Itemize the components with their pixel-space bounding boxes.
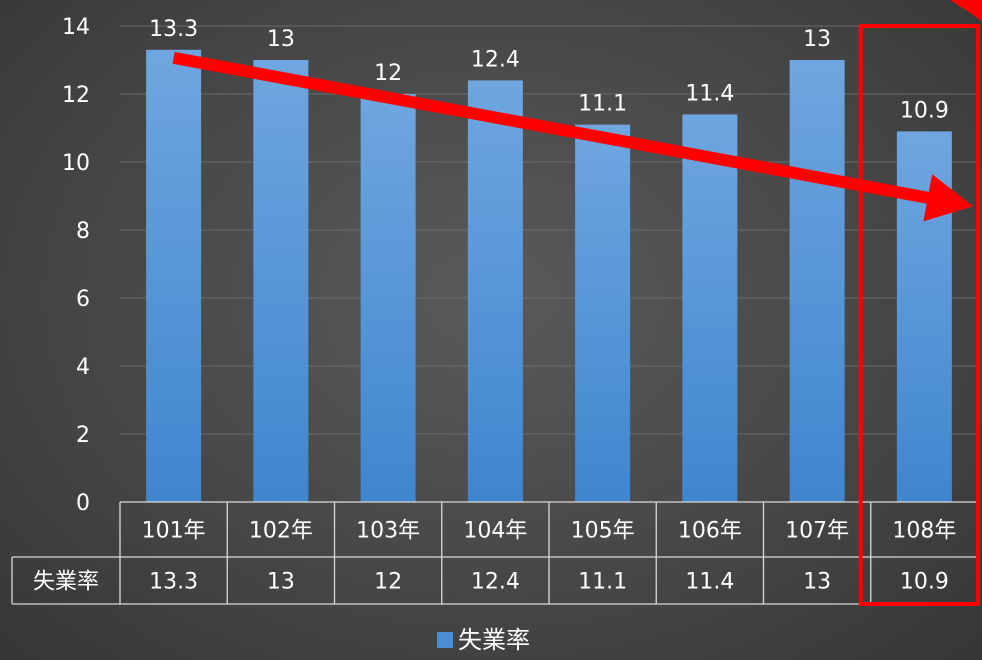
y-tick-label: 2 (76, 423, 90, 448)
bars (146, 49, 952, 503)
data-label: 10.9 (900, 98, 949, 123)
y-tick-label: 12 (62, 83, 90, 108)
x-category-label: 104年 (463, 519, 527, 544)
data-labels: 13.3 13 12 12.4 11.1 11.4 13 10.9 (149, 17, 949, 124)
data-label: 12 (374, 61, 402, 86)
x-category-label: 108年 (892, 519, 956, 544)
legend-swatch (437, 632, 453, 648)
table-value: 10.9 (900, 570, 949, 595)
gridlines (120, 25, 978, 435)
y-tick-label: 10 (62, 151, 90, 176)
trend-arrow (172, 51, 973, 222)
data-label: 13.3 (149, 17, 198, 42)
y-tick-label: 0 (76, 491, 90, 516)
data-label: 13 (803, 27, 831, 52)
data-label: 13 (267, 27, 295, 52)
y-tick-label: 4 (76, 355, 90, 380)
data-table: 101年 13.3 102年 13 103年 12 104年 12.4 105年 11.1 106年… (11, 501, 979, 605)
bar (253, 60, 309, 502)
corner-mark (950, 0, 982, 22)
legend: 失業率 (437, 626, 530, 654)
table-value: 13 (267, 570, 295, 595)
table-value: 11.4 (685, 570, 734, 595)
x-category-label: 103年 (356, 519, 420, 544)
table-row-label: 失業率 (33, 570, 99, 595)
x-category-label: 102年 (249, 519, 313, 544)
table-value: 13.3 (149, 570, 198, 595)
bar (467, 80, 523, 503)
y-tick-label: 6 (76, 287, 90, 312)
bar (789, 60, 845, 502)
data-label: 12.4 (471, 47, 520, 72)
bar (575, 124, 631, 502)
x-category-label: 106年 (678, 519, 742, 544)
highlight-box (858, 24, 980, 606)
bar (146, 49, 202, 503)
bar (682, 114, 738, 503)
x-category-label: 107年 (785, 519, 849, 544)
table-value: 11.1 (578, 570, 627, 595)
legend-label: 失業率 (458, 626, 530, 654)
table-value: 12 (374, 570, 402, 595)
annotations (172, 0, 982, 606)
table-value: 13 (803, 570, 831, 595)
y-tick-label: 8 (76, 219, 90, 244)
y-axis-ticks: 0 2 4 6 8 10 12 14 (62, 15, 90, 516)
y-tick-label: 14 (62, 15, 90, 40)
table-value: 12.4 (471, 570, 520, 595)
bar (360, 94, 416, 502)
data-label: 11.1 (578, 92, 627, 117)
x-category-label: 101年 (142, 519, 206, 544)
data-label: 11.4 (685, 81, 734, 106)
x-category-label: 105年 (571, 519, 635, 544)
